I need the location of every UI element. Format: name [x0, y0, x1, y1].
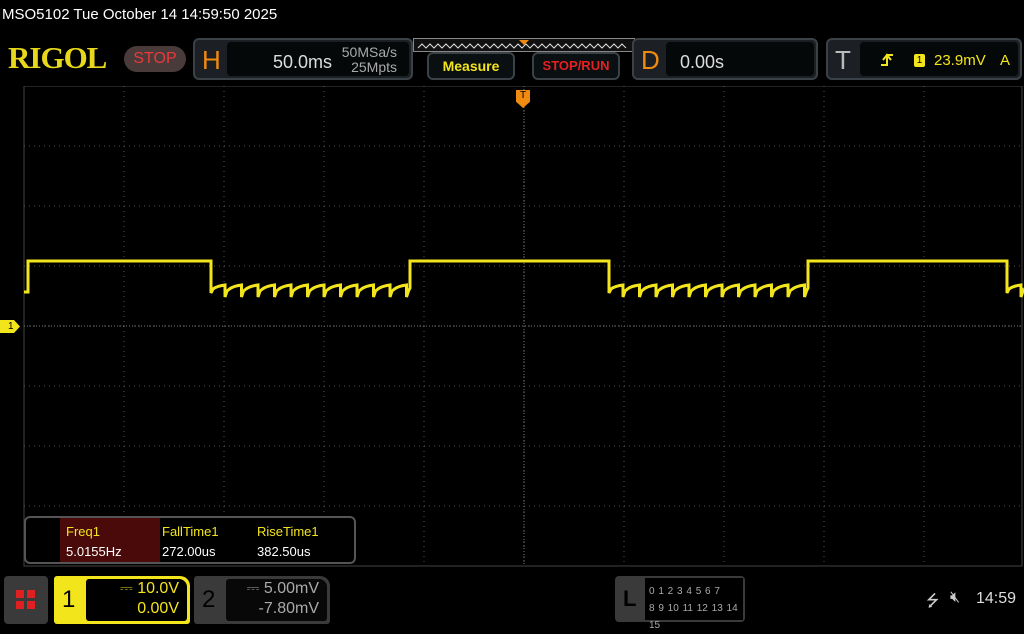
menu-grid-icon — [16, 590, 35, 609]
memory-overview-strip[interactable] — [413, 38, 635, 52]
dc-icon: ⎓ — [119, 580, 138, 597]
logic-channels-row1: 0 1 2 3 4 5 6 7 — [649, 586, 720, 597]
rising-edge-icon — [881, 53, 893, 66]
measurement-freq[interactable]: Freq1 5.0155Hz — [60, 518, 160, 562]
stop-run-button[interactable]: STOP/RUN — [532, 52, 620, 80]
channel1-number: 1 — [62, 586, 76, 613]
timebase-value: 50.0ms — [273, 52, 333, 72]
delay-panel[interactable]: D 0.00s — [632, 38, 818, 80]
logic-channels-row2: 8 9 10 11 12 13 14 15 — [649, 603, 738, 631]
measurement-label: Freq1 — [66, 524, 100, 539]
trigger-source-badge: 1 — [914, 54, 925, 67]
channel2-offset: -7.80mV — [258, 600, 319, 617]
channel1-ground-marker[interactable]: 1 — [0, 320, 20, 333]
system-clock: 14:59 — [976, 590, 1017, 607]
logic-letter: L — [623, 586, 637, 611]
run-state-badge[interactable]: STOP — [124, 46, 186, 72]
channel1-panel[interactable]: 1 ⎓ 10.0V 0.00V — [54, 576, 190, 624]
channel1-offset: 0.00V — [137, 600, 179, 617]
measurement-label: RiseTime1 — [257, 524, 319, 539]
channel2-panel[interactable]: 2 ⎓ 5.00mV -7.80mV — [194, 576, 330, 624]
channel2-scale: 5.00mV — [263, 580, 319, 597]
trigger-level: 23.9mV — [934, 52, 986, 69]
trigger-position-marker[interactable]: T — [516, 90, 530, 108]
measurement-value: 272.00us — [162, 544, 216, 559]
trigger-panel[interactable]: T 1 23.9mV A — [826, 38, 1022, 80]
dc-icon: ⎓ — [246, 580, 264, 597]
usb-icon: ⭍ — [926, 593, 940, 610]
status-title: MSO5102 Tue October 14 14:59:50 2025 — [2, 6, 278, 23]
measure-button[interactable]: Measure — [427, 52, 515, 80]
delay-letter: D — [641, 45, 660, 75]
rigol-logo: RIGOL — [8, 40, 107, 75]
acquisition-info: 50MSa/s 25Mpts — [342, 45, 397, 75]
delay-value: 0.00s — [680, 52, 725, 72]
measurement-value: 382.50us — [257, 544, 311, 559]
horizontal-panel[interactable]: H 50.0ms 50MSa/s 25Mpts — [193, 38, 413, 80]
main-menu-button[interactable] — [4, 576, 48, 624]
logic-panel[interactable]: L 0 1 2 3 4 5 6 7 8 9 10 11 12 13 14 15 — [615, 576, 745, 631]
sample-rate: 50MSa/s — [341, 44, 397, 60]
channel2-number: 2 — [202, 586, 216, 613]
memory-depth: 25Mpts — [351, 59, 397, 75]
horizontal-letter: H — [202, 45, 221, 75]
measurement-value: 5.0155Hz — [66, 544, 122, 559]
measurement-risetime[interactable]: RiseTime1 382.50us — [251, 518, 347, 562]
trigger-letter: T — [835, 45, 851, 75]
measurement-falltime[interactable]: FallTime1 272.00us — [156, 518, 252, 562]
channel1-trace — [24, 259, 1024, 298]
trigger-mode: A — [1000, 52, 1011, 69]
waveform-display[interactable] — [0, 86, 1024, 568]
measurement-label: FallTime1 — [162, 524, 219, 539]
mute-icon[interactable]: 🔇︎ — [950, 589, 961, 606]
trigger-position-marker — [519, 40, 529, 45]
channel1-scale: 10.0V — [137, 580, 179, 597]
measurement-panel: Freq1 5.0155Hz FallTime1 272.00us RiseTi… — [24, 516, 356, 564]
